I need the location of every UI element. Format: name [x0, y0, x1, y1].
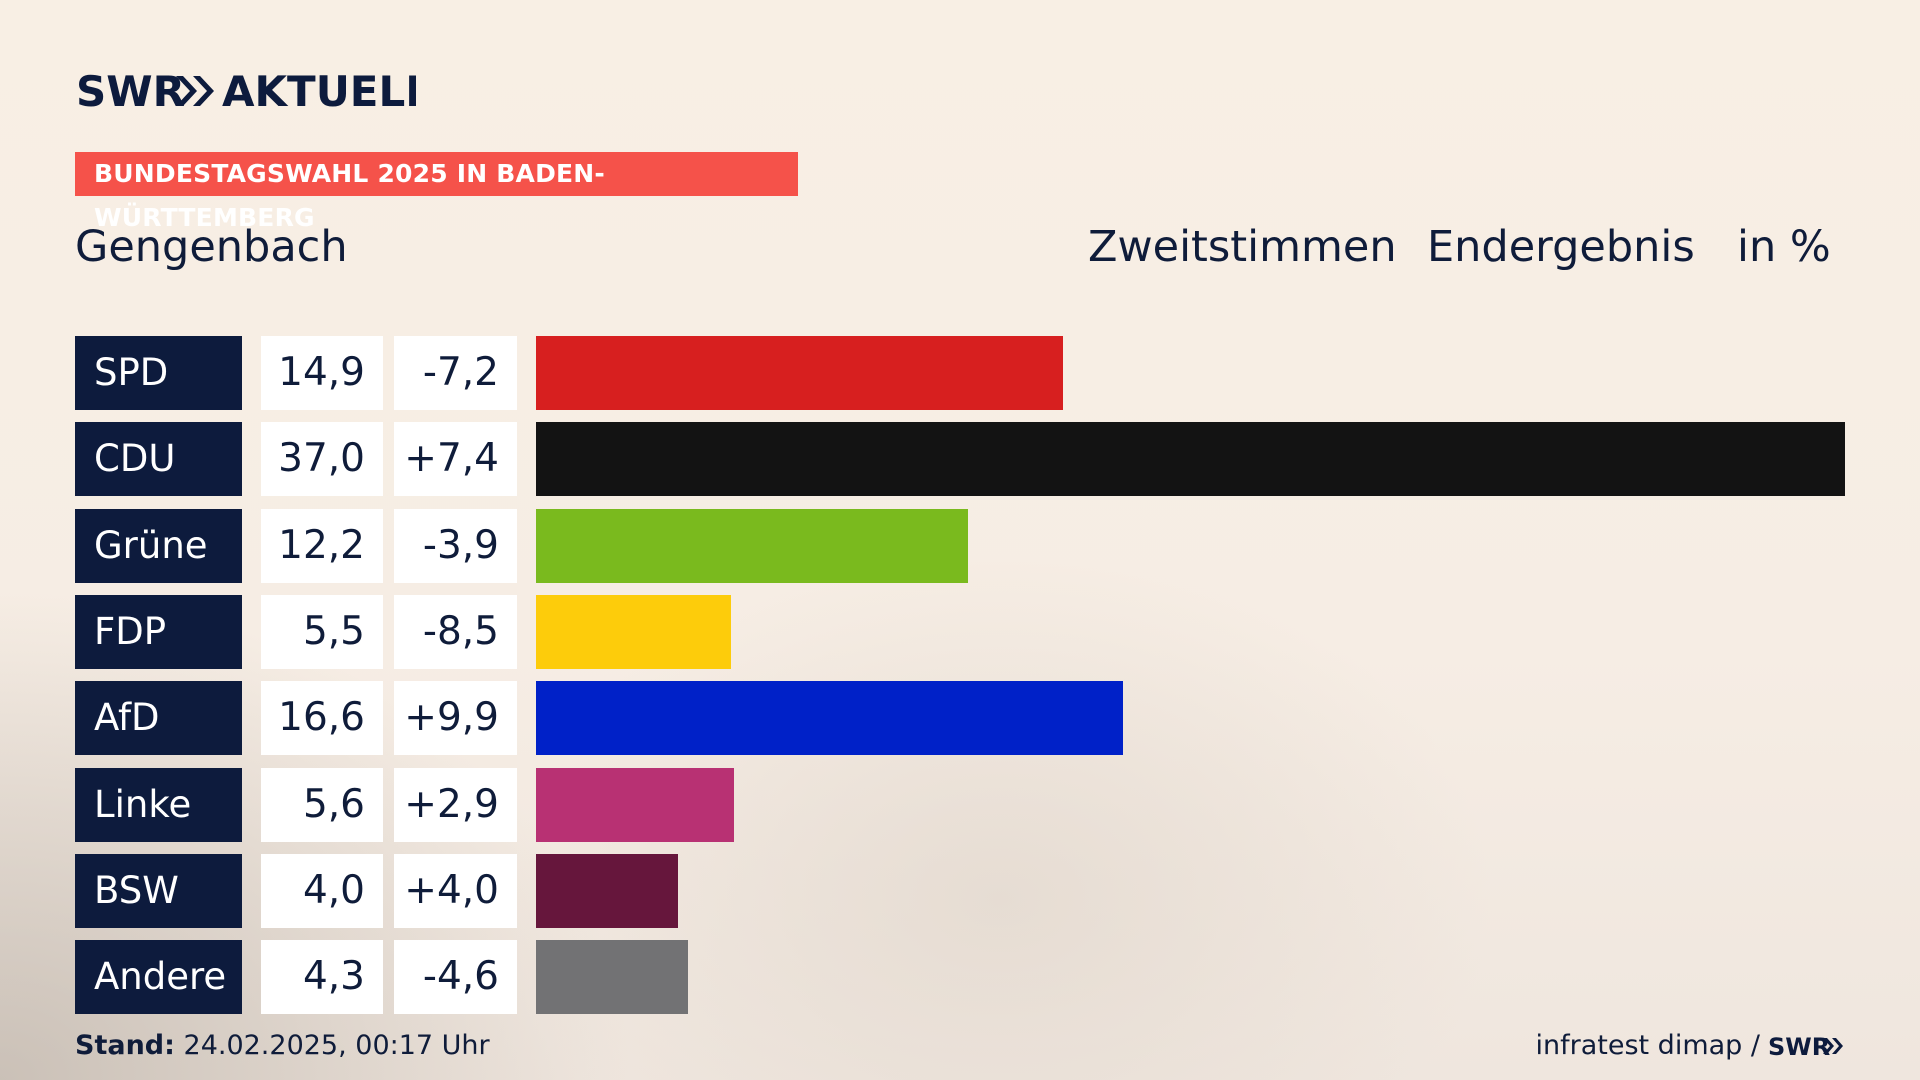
footer-stand: Stand: 24.02.2025, 00:17 Uhr [75, 1030, 490, 1061]
diff-label-cdu: +7,4 [394, 422, 517, 496]
bar-bsw [536, 854, 678, 928]
party-label-afd: AfD [75, 681, 242, 755]
bar-spd [536, 336, 1063, 410]
party-label-linke: Linke [75, 768, 242, 842]
bar-afd [536, 681, 1123, 755]
bar-cdu [536, 422, 1845, 496]
bar-gr-ne [536, 509, 968, 583]
diff-label-andere: -4,6 [394, 940, 517, 1014]
swr-small-logo: SWR [1768, 1033, 1843, 1059]
bar-andere [536, 940, 688, 1014]
party-label-bsw: BSW [75, 854, 242, 928]
svg-text:SWR: SWR [76, 68, 185, 114]
value-label-bsw: 4,0 [261, 854, 383, 928]
bar-fdp [536, 595, 731, 669]
header-endergebnis: Endergebnis [1427, 222, 1695, 272]
election-tag: BUNDESTAGSWAHL 2025 IN BADEN-WÜRTTEMBERG [75, 152, 798, 232]
party-label-andere: Andere [75, 940, 242, 1014]
source-text: infratest dimap / [1535, 1030, 1760, 1061]
footer-source: infratest dimap / SWR [1535, 1030, 1844, 1061]
diff-label-linke: +2,9 [394, 768, 517, 842]
value-label-andere: 4,3 [261, 940, 383, 1014]
region-title: Gengenbach [75, 222, 348, 272]
diff-label-fdp: -8,5 [394, 595, 517, 669]
svg-text:AKTUELL: AKTUELL [222, 68, 416, 114]
party-label-cdu: CDU [75, 422, 242, 496]
value-label-spd: 14,9 [261, 336, 383, 410]
bar-linke [536, 768, 734, 842]
diff-label-spd: -7,2 [394, 336, 517, 410]
diff-label-bsw: +4,0 [394, 854, 517, 928]
diff-label-gr-ne: -3,9 [394, 509, 517, 583]
party-label-gr-ne: Grüne [75, 509, 242, 583]
diff-label-afd: +9,9 [394, 681, 517, 755]
value-label-gr-ne: 12,2 [261, 509, 383, 583]
party-label-spd: SPD [75, 336, 242, 410]
stand-value: 24.02.2025, 00:17 Uhr [183, 1030, 490, 1061]
header-zweitstimmen: Zweitstimmen [1088, 222, 1397, 272]
value-label-cdu: 37,0 [261, 422, 383, 496]
swr-aktuell-logo: SWR AKTUELL [76, 68, 416, 118]
value-label-linke: 5,6 [261, 768, 383, 842]
value-label-fdp: 5,5 [261, 595, 383, 669]
party-label-fdp: FDP [75, 595, 242, 669]
stand-label: Stand: [75, 1030, 175, 1061]
svg-text:SWR: SWR [1768, 1033, 1830, 1059]
header-unit: in % [1737, 222, 1831, 272]
value-label-afd: 16,6 [261, 681, 383, 755]
